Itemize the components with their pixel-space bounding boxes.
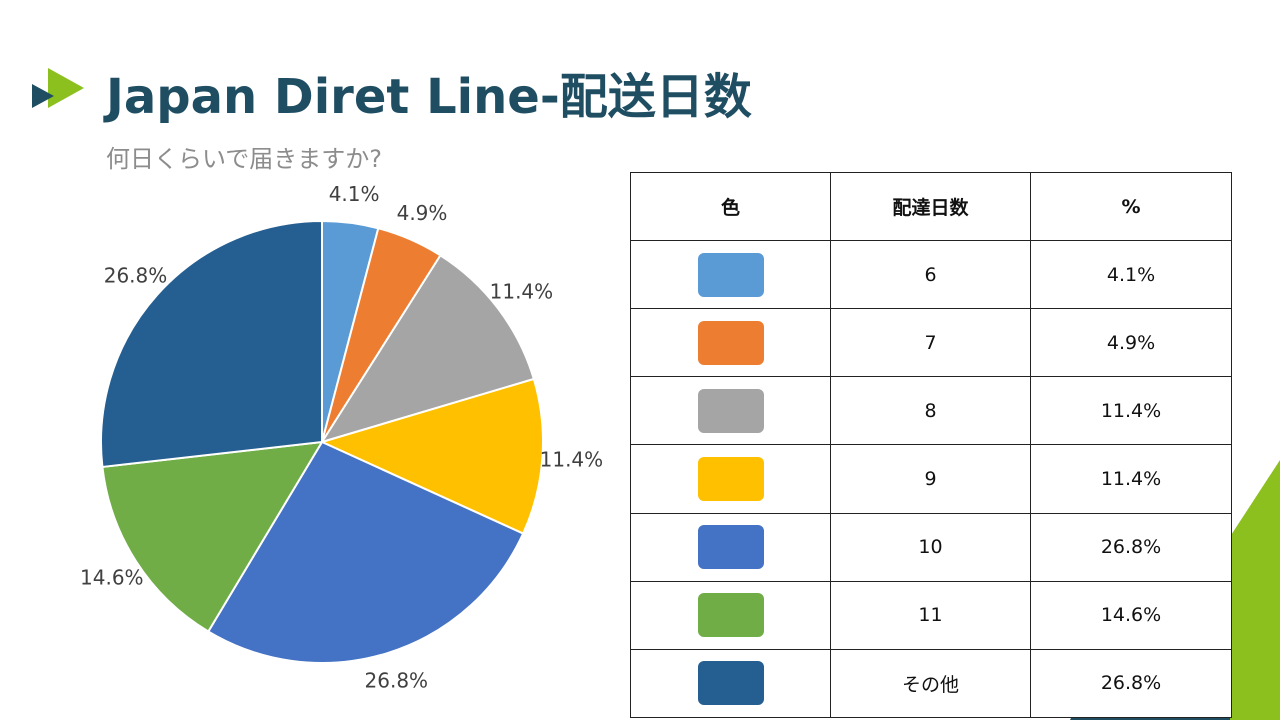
color-cell xyxy=(630,512,831,582)
color-swatch xyxy=(697,661,764,706)
color-swatch xyxy=(697,388,764,433)
color-cell xyxy=(630,648,831,719)
percent-cell: 11.4% xyxy=(1030,376,1232,446)
pie-data-label: 11.4% xyxy=(490,279,554,303)
column-header-color: 色 xyxy=(630,172,831,241)
color-swatch xyxy=(697,525,764,570)
color-cell xyxy=(630,444,831,514)
page-title: Japan Diret Line-配送日数 xyxy=(106,69,752,125)
days-cell: 7 xyxy=(830,308,1031,378)
table-row: その他 26.8% xyxy=(630,648,1232,719)
pie-data-label: 26.8% xyxy=(104,264,168,288)
color-swatch xyxy=(697,456,764,501)
color-cell xyxy=(630,376,831,446)
pie-chart: 4.1% 4.9% 11.4% 11.4% 26.8% 14.6% 26.8% xyxy=(80,182,604,693)
days-cell: 6 xyxy=(830,239,1031,310)
table-header-row: 色 配達日数 % xyxy=(630,172,1232,241)
pie-slice-8 xyxy=(321,254,535,443)
double-chevron-arrow-icon xyxy=(32,68,84,108)
table-row: 8 11.4% xyxy=(630,376,1232,446)
pie-data-label: 26.8% xyxy=(365,669,429,693)
table-row: 9 11.4% xyxy=(630,444,1232,514)
percent-cell: 11.4% xyxy=(1030,444,1232,514)
days-cell: 8 xyxy=(830,376,1031,446)
page-subtitle: 何日くらいで届きますか? xyxy=(106,145,383,173)
table-row: 10 26.8% xyxy=(630,512,1232,582)
pie-slice-その他 xyxy=(100,220,323,468)
table-row: 11 14.6% xyxy=(630,580,1232,650)
column-header-percent: % xyxy=(1030,172,1232,241)
color-cell xyxy=(630,308,831,378)
percent-cell: 14.6% xyxy=(1030,580,1232,650)
pie-slice-11 xyxy=(101,441,323,633)
color-swatch xyxy=(697,593,764,638)
legend-table: 色 配達日数 % 6 4.1% 7 4.9% 8 11.4% 9 11.4% 10 26.8% 11… xyxy=(630,172,1232,719)
percent-cell: 26.8% xyxy=(1030,512,1232,582)
percent-cell: 26.8% xyxy=(1030,648,1232,719)
table-row: 7 4.9% xyxy=(630,308,1232,378)
pie-slice-10 xyxy=(207,441,525,664)
pie-data-label: 4.1% xyxy=(329,182,380,206)
color-swatch xyxy=(697,320,764,365)
color-swatch xyxy=(697,252,764,297)
pie-slice-9 xyxy=(321,378,544,535)
pie-data-label: 4.9% xyxy=(397,201,448,225)
percent-cell: 4.9% xyxy=(1030,308,1232,378)
days-cell: 11 xyxy=(830,580,1031,650)
color-cell xyxy=(630,580,831,650)
pie-data-label: 14.6% xyxy=(80,565,144,589)
days-cell: その他 xyxy=(830,648,1031,719)
column-header-days: 配達日数 xyxy=(830,172,1031,241)
decor-green-triangle xyxy=(1220,460,1280,720)
percent-cell: 4.1% xyxy=(1030,239,1232,310)
days-cell: 10 xyxy=(830,512,1031,582)
color-cell xyxy=(630,239,831,310)
pie-data-label: 11.4% xyxy=(540,447,604,471)
days-cell: 9 xyxy=(830,444,1031,514)
table-row: 6 4.1% xyxy=(630,239,1232,310)
